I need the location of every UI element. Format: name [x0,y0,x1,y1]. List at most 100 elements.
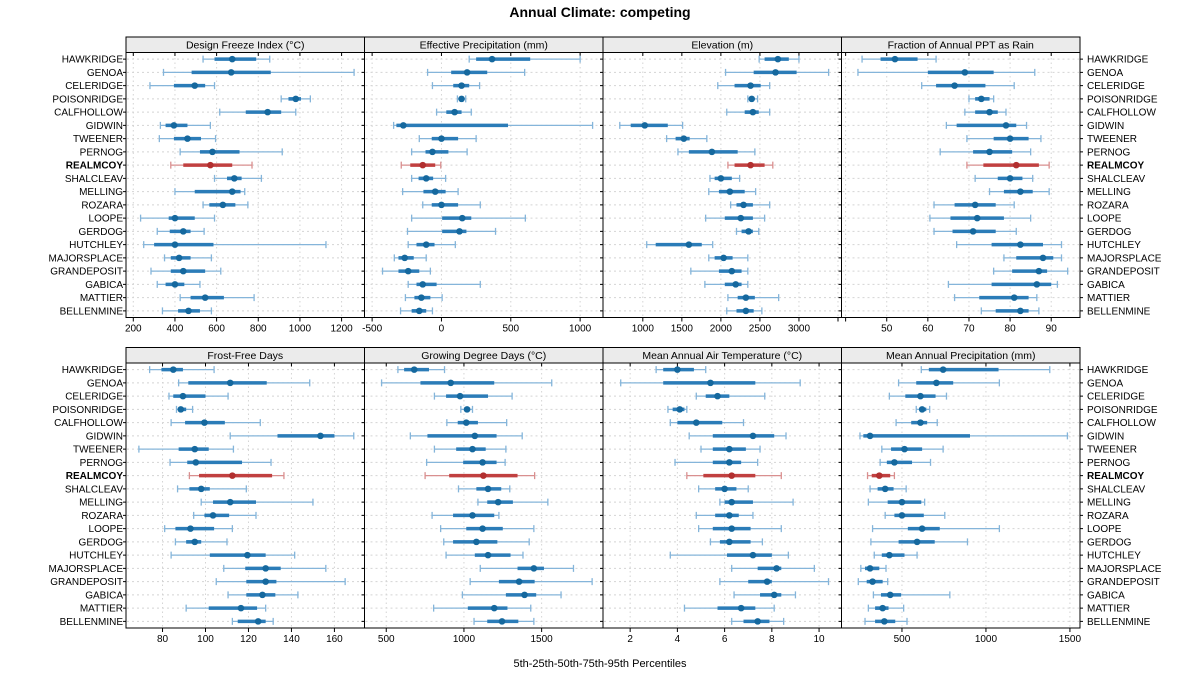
x-tick-label: 1000 [569,324,592,335]
whisker-row-melling [988,188,1050,196]
site-label-left: HAWKRIDGE [62,55,124,66]
whisker-row-gerdog [174,538,228,546]
median-dot [515,578,523,585]
median-dot [521,591,528,599]
whisker-row-celeridge [888,392,948,400]
strip-title: Mean Annual Air Temperature (°C) [642,350,802,362]
site-label-left: PERNOG [80,147,124,158]
whisker-row-shalcleav [457,485,511,493]
median-dot [707,379,714,387]
median-dot [742,294,750,301]
site-label-right: REALMCOY [1087,161,1145,172]
x-tick-label: 1500 [531,634,554,645]
median-dot [1010,294,1018,301]
median-dot [728,267,736,275]
whisker-row-tweener [138,445,235,453]
median-dot [185,307,192,315]
whisker-row-gidwin [392,121,594,129]
median-dot [685,241,693,248]
median-dot [447,379,455,387]
median-dot [901,445,908,453]
whisker-row-bellenmine [726,307,763,315]
median-dot [1012,161,1020,169]
whisker-row-shalcleav [176,485,247,493]
site-label-left: REALMCOY [66,471,124,482]
median-dot [456,392,464,400]
median-dot [462,419,470,426]
site-label-left: GIDWIN [86,121,123,132]
site-label-left: GRANDEPOSIT [50,267,123,278]
median-dot [422,241,430,248]
whisker-row-pernog [179,148,283,156]
panel-1: 200 400 600 800 1000 1200 Design Freeze Index … [123,36,365,335]
site-label-right: MATTIER [1087,293,1130,304]
whisker-row-genoa [724,68,830,76]
x-tick-label: 90 [1046,324,1058,335]
median-dot [179,392,187,400]
median-dot [228,188,236,195]
median-dot [740,201,747,209]
whisker-row-pernog [939,148,1032,156]
median-dot [219,201,227,209]
median-dot [438,201,445,209]
site-label-left: MELLING [79,498,123,509]
median-dot [264,108,271,116]
whisker-row-shalcleav [974,174,1034,182]
whisker-row-tweener [700,445,761,453]
site-label-right: MATTIER [1087,604,1130,615]
whisker-row-gidwin [859,432,1069,440]
x-tick-label: 1000 [453,634,476,645]
median-dot [717,175,725,182]
whisker-row-realmcoy [866,472,896,480]
chart-title: Annual Climate: competing [509,4,691,20]
whisker-row-poisonridge [747,95,759,103]
median-dot [209,512,217,519]
site-label-left: LOOPE [89,524,124,535]
site-label-right: TWEENER [1087,445,1137,456]
site-label-right: POISONRIDGE [1087,405,1158,416]
median-dot [317,432,324,440]
whisker-row-bellenmine [731,617,785,625]
median-dot [913,538,921,546]
median-dot [237,604,245,612]
median-dot [881,485,889,493]
x-tick-label: 500 [378,634,395,645]
whisker-row-mattier [432,604,532,612]
site-label-left: GENOA [87,68,123,79]
whisker-row-bellenmine [399,307,434,315]
x-tick-label: 4 [675,634,681,645]
whisker-row-tweener [418,135,477,143]
whisker-row-grandeposit [215,578,346,586]
median-dot [726,188,734,195]
whisker-row-shalcleav [213,174,263,182]
x-tick-label: 1000 [289,324,312,335]
whisker-row-grandeposit [690,267,749,275]
whisker-row-grandeposit [469,578,593,586]
median-dot [1035,267,1043,275]
site-label-right: LOOPE [1087,214,1122,225]
site-label-left: PERNOG [80,458,124,469]
whisker-row-gerdog [709,538,764,546]
median-dot [898,512,906,519]
median-dot [869,578,876,585]
site-label-right: BELLENMINE [1087,306,1151,317]
median-dot [973,214,981,222]
median-dot [463,406,471,413]
whisker-row-shalcleav [709,174,741,182]
median-dot [410,366,418,373]
whisker-row-gabica [227,591,299,599]
whisker-row-hutchley [669,551,790,559]
median-dot [488,55,496,63]
median-dot [404,267,412,275]
whisker-row-melling [867,498,926,506]
site-label-right: PERNOG [1087,147,1131,158]
whisker-row-hawkridge [468,55,581,63]
median-dot [748,95,756,103]
median-dot [184,135,191,142]
site-label-left: CALFHOLLOW [54,108,123,119]
panel-3: 1000 1500 2000 2500 3000 Elevation (m) [600,36,842,335]
whisker-row-gerdog [406,227,497,235]
median-dot [419,161,427,169]
whisker-row-loope [164,525,234,533]
whisker-row-hawkridge [397,366,446,374]
